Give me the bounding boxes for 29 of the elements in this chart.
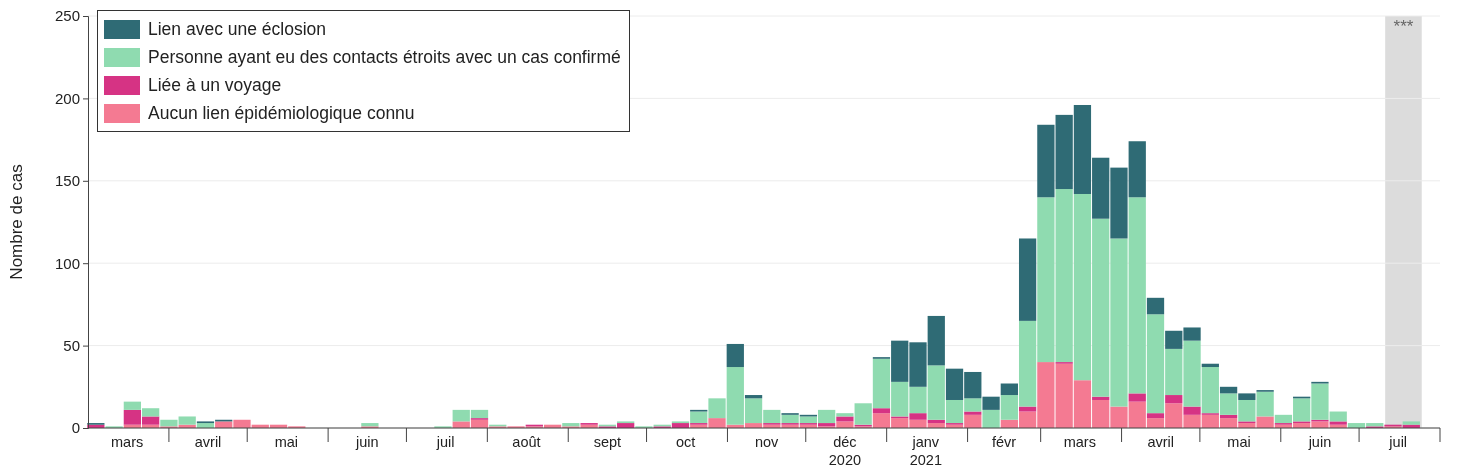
legend-label: Liée à un voyage <box>148 74 282 96</box>
x-tick-label: août <box>512 434 541 450</box>
x-tick-label: déc 2020 <box>828 434 862 468</box>
x-tick-label: janv 2021 <box>909 434 942 468</box>
x-tick-label: mars <box>1063 434 1096 450</box>
x-tick-label: avril <box>1147 434 1175 450</box>
y-axis-title: Nombre de cas <box>7 164 26 280</box>
x-tick-label: sept <box>593 434 622 450</box>
band-label: *** <box>1393 17 1414 36</box>
legend-label: Lien avec une éclosion <box>148 18 327 40</box>
legend-label: Personne ayant eu des contacts étroits avec un cas confirmé <box>148 46 621 68</box>
y-tick-label: 50 <box>63 336 80 354</box>
x-tick-label: juin <box>354 434 379 450</box>
x-tick-label: avril <box>194 434 222 450</box>
y-tick-label: 150 <box>54 172 80 190</box>
legend-label: Aucun lien épidémiologique connu <box>148 102 415 124</box>
x-tick-label: juil <box>435 434 455 450</box>
x-tick-label: oct <box>676 434 696 450</box>
x-tick-label: févr <box>992 434 1017 450</box>
x-tick-label: mai <box>1227 434 1251 450</box>
x-tick-label: nov <box>754 434 780 450</box>
x-tick-label: mai <box>274 434 299 450</box>
y-tick-label: 200 <box>54 89 80 107</box>
y-tick-label: 100 <box>54 254 80 272</box>
x-tick-label: juin <box>1307 434 1332 450</box>
y-tick-label: 0 <box>71 419 80 437</box>
x-tick-label: juil <box>1388 434 1408 450</box>
x-tick-label: mars <box>111 434 144 450</box>
y-tick-label: 250 <box>54 7 80 25</box>
